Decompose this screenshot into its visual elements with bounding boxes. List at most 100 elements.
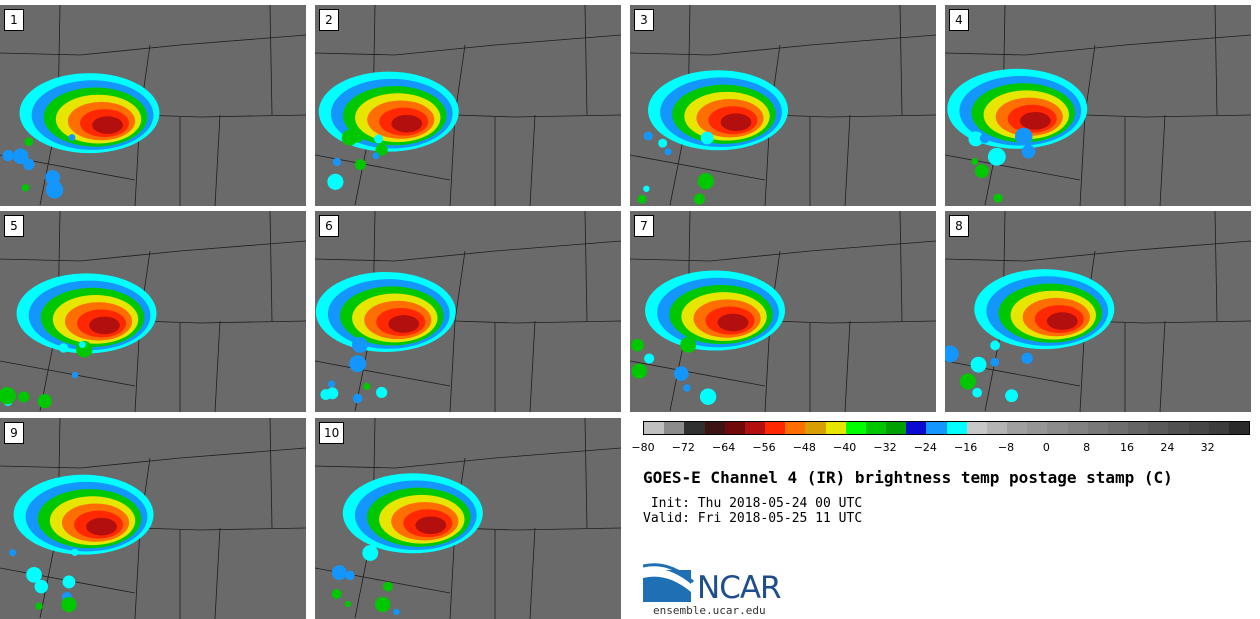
state-border (1214, 211, 1218, 322)
convective-cell (680, 336, 697, 353)
map-panel-8: 8 (945, 211, 1251, 412)
colorbar-tick-label: 24 (1160, 441, 1175, 454)
colorbar-segment (1067, 422, 1088, 434)
convective-cell (664, 148, 672, 156)
convective-cell (345, 570, 355, 581)
convective-cell (631, 338, 644, 352)
state-border (0, 360, 136, 387)
convective-cell (990, 340, 1001, 351)
convective-cell (0, 387, 16, 405)
panel-number: 10 (319, 422, 345, 444)
convective-cell (979, 133, 990, 144)
convective-cell (393, 608, 400, 616)
panel-number: 9 (4, 422, 24, 444)
map-panel-2: 2 (315, 5, 621, 206)
colorbar-segment (1107, 422, 1129, 434)
ncar-logo-icon (643, 563, 695, 602)
state-border (0, 34, 306, 56)
map-panel-1: 1 (0, 5, 306, 206)
map-panel-10: 10 (315, 418, 621, 619)
panel-number: 2 (319, 9, 339, 31)
state-border (269, 418, 273, 529)
colorbar-segment (1168, 422, 1189, 434)
convective-cell (327, 173, 344, 190)
convective-cell (37, 394, 52, 409)
colorbar-segment (785, 422, 806, 434)
convective-cell (1014, 127, 1033, 146)
state-border (584, 211, 588, 322)
convective-cell (968, 131, 984, 147)
colorbar-segment (1047, 422, 1068, 434)
state-border (0, 240, 306, 262)
convective-cell (1021, 144, 1036, 159)
state-border (844, 114, 851, 206)
convective-cell (700, 131, 714, 145)
colorbar-segment (765, 422, 786, 434)
colorbar-tick-label: −40 (833, 441, 857, 454)
colorbar-tick-label: −56 (752, 441, 776, 454)
map-panel-6: 6 (315, 211, 621, 412)
convective-cell (382, 581, 393, 592)
state-border (899, 5, 903, 116)
convective-cell (993, 193, 1003, 203)
colorbar-segment (986, 422, 1008, 434)
colorbar-segment (724, 422, 745, 434)
convective-cell (35, 602, 43, 611)
convective-cell (374, 134, 384, 144)
colorbar-segment (1228, 422, 1250, 434)
valid-time: Valid: Fri 2018-05-25 11 UTC (643, 511, 863, 526)
convective-cell (68, 134, 76, 141)
state-border (269, 5, 273, 116)
convective-cell (372, 152, 380, 160)
state-border (315, 447, 621, 469)
state-border (454, 250, 621, 324)
state-border (945, 34, 1251, 56)
panel-number: 6 (319, 215, 339, 237)
state-border (945, 154, 1081, 181)
colorbar-segment (1188, 422, 1209, 434)
colorbar-tick-label: −8 (997, 441, 1015, 454)
convective-cell (972, 387, 983, 398)
colorbar-segment (1148, 422, 1169, 434)
cloud-top-region (92, 116, 123, 134)
map-panel-7: 7 (630, 211, 936, 412)
page-title: GOES-E Channel 4 (IR) brightness temp po… (643, 468, 1173, 487)
panel-number: 8 (949, 215, 969, 237)
state-border (764, 320, 771, 412)
colorbar-segment (684, 422, 705, 434)
cloud-top-region (717, 313, 749, 332)
convective-cell (2, 149, 14, 162)
convective-cell (62, 575, 76, 589)
cloud-top-region (391, 114, 423, 133)
state-border (1084, 44, 1251, 118)
colorbar-tick-label: −72 (671, 441, 695, 454)
colorbar-segment (1007, 422, 1028, 434)
convective-cell (376, 386, 388, 399)
convective-cell (26, 566, 42, 583)
state-border (769, 250, 936, 324)
cloud-top-region (388, 315, 420, 333)
convective-cell (9, 549, 17, 557)
convective-cell (327, 380, 336, 388)
state-border (630, 240, 936, 262)
cloud-top-region (1046, 312, 1078, 330)
colorbar-segment (926, 422, 947, 434)
convective-cell (363, 382, 371, 391)
convective-cell (344, 600, 351, 608)
convective-cell (352, 393, 363, 404)
colorbar-segment (1027, 422, 1048, 434)
convective-cell (674, 366, 689, 381)
colorbar-segment (906, 422, 927, 434)
state-border (844, 320, 851, 412)
panel-number: 3 (634, 9, 654, 31)
convective-cell (945, 345, 959, 363)
convective-cell (326, 387, 339, 400)
colorbar-tick-label: 0 (1042, 441, 1050, 454)
map-panel-3: 3 (630, 5, 936, 206)
convective-cell (71, 548, 79, 557)
state-border (449, 114, 456, 206)
cloud-top-region (89, 316, 120, 335)
panel-number: 5 (4, 215, 24, 237)
convective-cell (45, 170, 60, 185)
init-time: Init: Thu 2018-05-24 00 UTC (643, 496, 863, 511)
